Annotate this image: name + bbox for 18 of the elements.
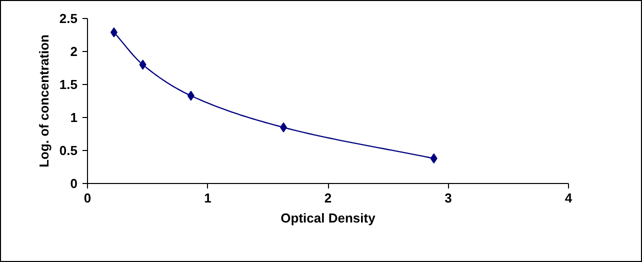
y-tick-label: 2.5	[59, 11, 78, 26]
x-tick-label: 2	[324, 190, 332, 206]
point	[110, 27, 118, 38]
x-tick-label: 4	[564, 190, 573, 206]
point	[187, 90, 194, 101]
y-tick-label: 1	[70, 110, 78, 125]
y-axis-title: Log. of concentration	[36, 34, 52, 168]
x-tick-label: 1	[204, 190, 212, 206]
x-axis-title: Optical Density	[280, 210, 376, 226]
y-tick-label: 0	[70, 176, 78, 191]
x-tick-label: 3	[444, 190, 452, 206]
point	[280, 122, 288, 132]
point	[430, 153, 438, 164]
x-tick-label: 0	[84, 190, 92, 206]
point	[139, 60, 146, 70]
y-tick-label: 1.5	[59, 77, 78, 92]
y-tick-label: 0.5	[59, 143, 78, 158]
y-tick-label: 2	[70, 44, 78, 59]
